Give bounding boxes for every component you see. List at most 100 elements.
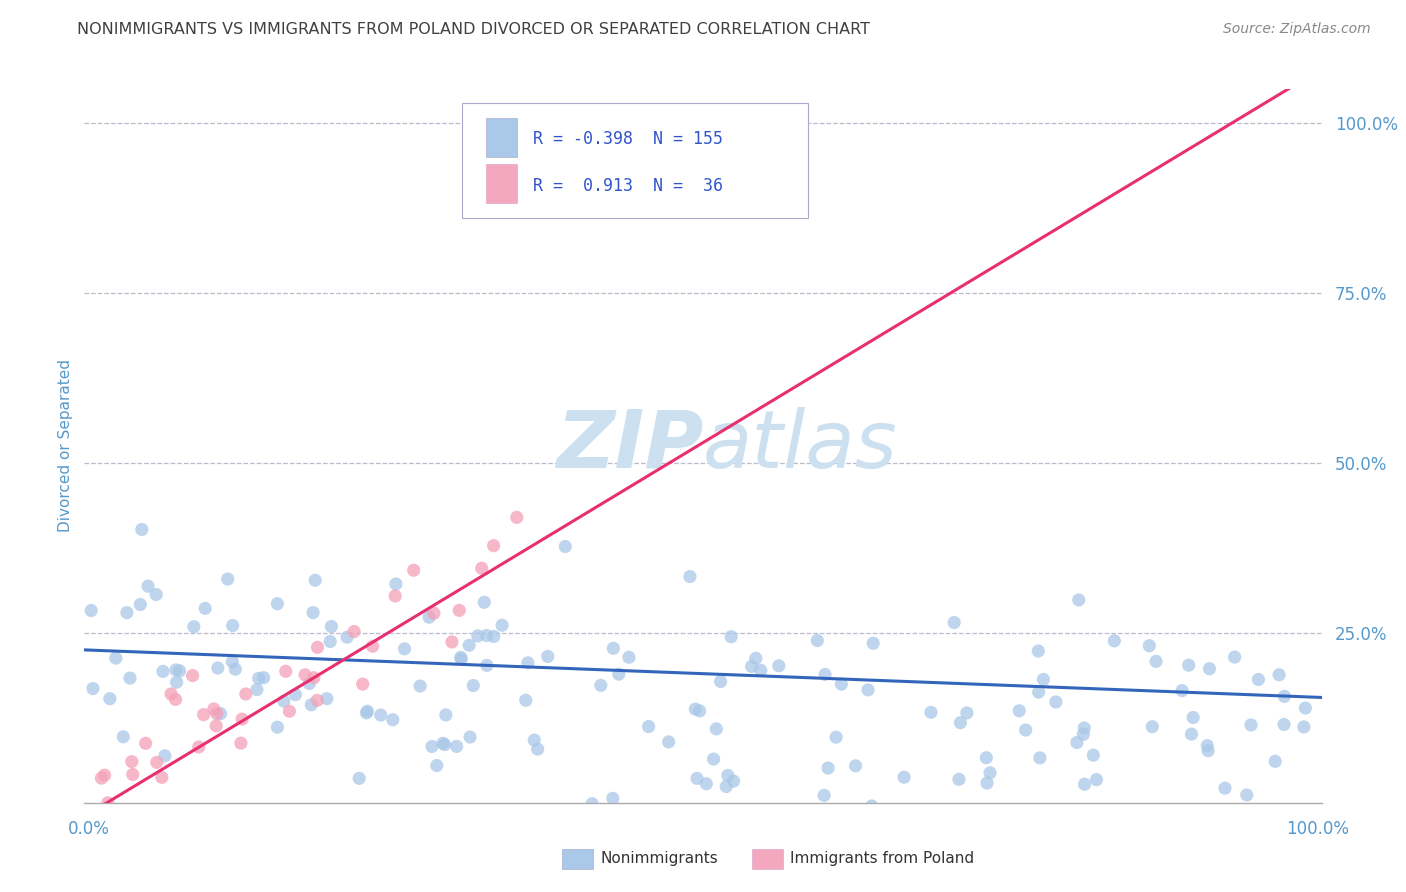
Point: [246, 682, 269, 697]
Point: [278, 704, 301, 718]
Point: [685, 702, 707, 716]
Point: [183, 620, 205, 634]
Point: [356, 706, 378, 720]
Point: [217, 572, 239, 586]
Point: [523, 733, 546, 747]
Point: [298, 676, 321, 690]
Point: [689, 704, 711, 718]
Point: [516, 656, 538, 670]
Point: [471, 561, 494, 575]
Point: [475, 628, 498, 642]
Point: [221, 618, 243, 632]
Point: [458, 730, 481, 744]
Point: [394, 641, 416, 656]
Point: [658, 735, 681, 749]
Point: [814, 667, 837, 681]
Point: [118, 671, 141, 685]
Point: [253, 671, 276, 685]
Point: [920, 706, 942, 720]
Text: Source: ZipAtlas.com: Source: ZipAtlas.com: [1223, 22, 1371, 37]
Point: [1171, 683, 1194, 698]
Point: [1032, 673, 1054, 687]
Point: [1152, 805, 1174, 820]
Point: [115, 606, 138, 620]
Point: [1098, 809, 1121, 823]
Point: [1014, 723, 1036, 737]
Point: [302, 606, 325, 620]
Point: [229, 736, 252, 750]
Point: [166, 675, 188, 690]
Point: [307, 693, 329, 707]
Point: [1197, 739, 1219, 753]
Point: [741, 659, 763, 673]
Point: [165, 692, 187, 706]
Point: [121, 755, 143, 769]
Point: [458, 638, 481, 652]
Point: [463, 679, 485, 693]
Point: [617, 650, 640, 665]
Point: [637, 720, 659, 734]
Point: [749, 664, 772, 678]
Point: [418, 610, 440, 624]
Point: [112, 730, 135, 744]
FancyBboxPatch shape: [486, 164, 517, 203]
Point: [893, 770, 915, 784]
Point: [352, 677, 374, 691]
FancyBboxPatch shape: [486, 118, 517, 157]
Point: [450, 652, 472, 666]
Point: [319, 634, 342, 648]
Point: [356, 704, 378, 718]
Point: [845, 759, 868, 773]
Point: [187, 739, 209, 754]
Point: [1066, 735, 1088, 749]
Point: [129, 598, 152, 612]
Point: [1008, 704, 1031, 718]
Point: [482, 630, 505, 644]
Text: R =  0.913  N =  36: R = 0.913 N = 36: [533, 177, 724, 194]
Point: [1294, 701, 1316, 715]
Point: [205, 706, 228, 721]
Point: [827, 809, 849, 823]
Point: [449, 603, 471, 617]
Point: [136, 579, 159, 593]
Point: [1028, 685, 1050, 699]
Point: [1275, 809, 1298, 823]
Point: [806, 633, 828, 648]
Point: [1236, 788, 1258, 802]
Point: [717, 768, 740, 782]
Point: [343, 624, 366, 639]
Point: [315, 691, 337, 706]
Point: [207, 661, 229, 675]
Point: [302, 671, 325, 685]
Point: [97, 796, 120, 810]
Point: [202, 702, 225, 716]
Point: [194, 601, 217, 615]
Point: [440, 635, 463, 649]
Point: [703, 752, 725, 766]
Point: [602, 791, 624, 805]
Text: R = -0.398  N = 155: R = -0.398 N = 155: [533, 130, 724, 148]
Point: [1272, 717, 1295, 731]
Point: [145, 587, 167, 601]
Point: [581, 797, 603, 811]
Point: [1083, 748, 1105, 763]
Point: [1182, 710, 1205, 724]
Point: [1029, 751, 1052, 765]
Point: [361, 639, 384, 653]
Point: [830, 677, 852, 691]
Point: [1137, 639, 1160, 653]
Point: [704, 722, 727, 736]
Point: [1274, 690, 1296, 704]
Text: 100.0%: 100.0%: [1286, 820, 1348, 838]
Point: [1073, 777, 1095, 791]
Point: [1045, 695, 1067, 709]
Point: [472, 595, 495, 609]
Point: [385, 577, 408, 591]
Point: [1142, 720, 1164, 734]
Point: [856, 682, 879, 697]
Point: [131, 523, 153, 537]
Point: [304, 574, 326, 588]
Point: [221, 655, 243, 669]
Point: [1250, 805, 1272, 819]
Point: [860, 799, 883, 814]
